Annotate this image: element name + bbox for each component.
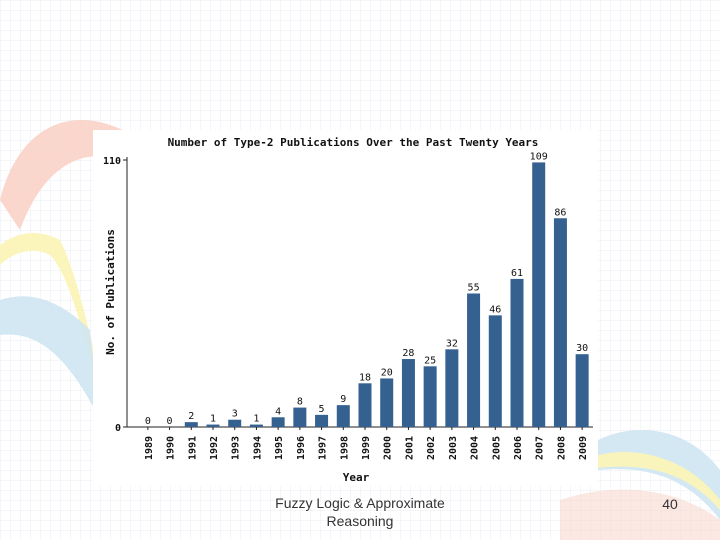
bar-1992 xyxy=(206,424,220,427)
bar-2000 xyxy=(380,378,394,427)
x-tick-label-2002: 2002 xyxy=(426,436,437,460)
chart-title: Number of Type-2 Publications Over the P… xyxy=(168,136,539,149)
value-label-2007: 109 xyxy=(530,151,548,162)
x-tick-label-1997: 1997 xyxy=(318,436,329,460)
x-tick-label-2000: 2000 xyxy=(383,436,394,460)
x-tick-label-2005: 2005 xyxy=(491,436,502,460)
value-label-1996: 8 xyxy=(297,397,303,408)
x-tick-label-1992: 1992 xyxy=(209,436,220,460)
value-label-2002: 25 xyxy=(424,355,436,366)
value-label-2005: 46 xyxy=(489,304,501,315)
x-axis-label: Year xyxy=(343,471,370,484)
chart-panel: Number of Type-2 Publications Over the P… xyxy=(93,130,598,486)
value-label-1995: 4 xyxy=(275,406,281,417)
y-tick-label: 0 xyxy=(115,423,121,434)
x-tick-label-1996: 1996 xyxy=(296,436,307,460)
bar-2001 xyxy=(401,359,415,427)
bar-2008 xyxy=(553,218,567,427)
value-label-1989: 0 xyxy=(145,416,151,427)
bar-2003 xyxy=(445,349,459,427)
x-tick-label-1998: 1998 xyxy=(339,436,350,460)
x-tick-label-1994: 1994 xyxy=(252,436,263,460)
bar-1993 xyxy=(228,419,242,427)
slide-footer: Fuzzy Logic & Approximate Reasoning xyxy=(275,495,445,529)
value-label-1998: 9 xyxy=(340,394,346,405)
value-label-2006: 61 xyxy=(511,268,523,279)
value-label-2009: 30 xyxy=(576,343,588,354)
x-tick-label-1991: 1991 xyxy=(187,436,198,460)
bar-1991 xyxy=(184,422,198,427)
value-label-1993: 3 xyxy=(232,409,238,420)
decorative-swoosh-pink-right xyxy=(560,489,720,540)
x-tick-label-2001: 2001 xyxy=(404,436,415,460)
x-tick-label-2007: 2007 xyxy=(535,436,546,460)
bar-1999 xyxy=(358,383,372,427)
value-label-1999: 18 xyxy=(359,372,371,383)
decorative-swoosh-yellow xyxy=(0,233,100,400)
bar-2009 xyxy=(575,354,589,427)
value-label-2004: 55 xyxy=(468,283,480,294)
x-tick-label-2009: 2009 xyxy=(578,436,589,460)
x-tick-label-1995: 1995 xyxy=(274,436,285,460)
x-tick-label-1990: 1990 xyxy=(166,436,177,460)
decorative-swoosh-yellow-right xyxy=(598,452,720,510)
value-label-1991: 2 xyxy=(188,411,194,422)
bar-2005 xyxy=(488,315,502,427)
bar-1998 xyxy=(336,405,350,427)
value-label-2001: 28 xyxy=(402,348,414,359)
y-axis-label: No. of Publications xyxy=(104,229,117,355)
x-tick-label-2006: 2006 xyxy=(513,436,524,460)
decorative-swoosh-blue xyxy=(0,296,100,420)
value-label-1992: 1 xyxy=(210,414,216,425)
value-label-2003: 32 xyxy=(446,338,458,349)
bar-2006 xyxy=(510,278,524,427)
x-tick-label-1989: 1989 xyxy=(144,436,155,460)
x-tick-label-1999: 1999 xyxy=(361,436,372,460)
bar-1997 xyxy=(315,414,329,427)
y-tick-label: 110 xyxy=(103,156,121,167)
value-label-2008: 86 xyxy=(554,207,566,218)
bar-1996 xyxy=(293,407,307,427)
bar-2007 xyxy=(532,162,546,427)
x-tick-label-1993: 1993 xyxy=(231,436,242,460)
bar-2002 xyxy=(423,366,437,427)
value-label-1994: 1 xyxy=(253,414,259,425)
value-label-2000: 20 xyxy=(381,367,393,378)
bar-1994 xyxy=(249,424,263,427)
x-tick-label-2004: 2004 xyxy=(470,436,481,460)
bar-2004 xyxy=(467,293,481,427)
bar-chart: Number of Type-2 Publications Over the P… xyxy=(103,136,593,484)
value-label-1990: 0 xyxy=(167,416,173,427)
bar-1995 xyxy=(271,417,285,427)
x-tick-label-2003: 2003 xyxy=(448,436,459,460)
page-number: 40 xyxy=(662,496,678,512)
value-label-1997: 5 xyxy=(319,404,325,415)
x-tick-label-2008: 2008 xyxy=(556,436,567,460)
